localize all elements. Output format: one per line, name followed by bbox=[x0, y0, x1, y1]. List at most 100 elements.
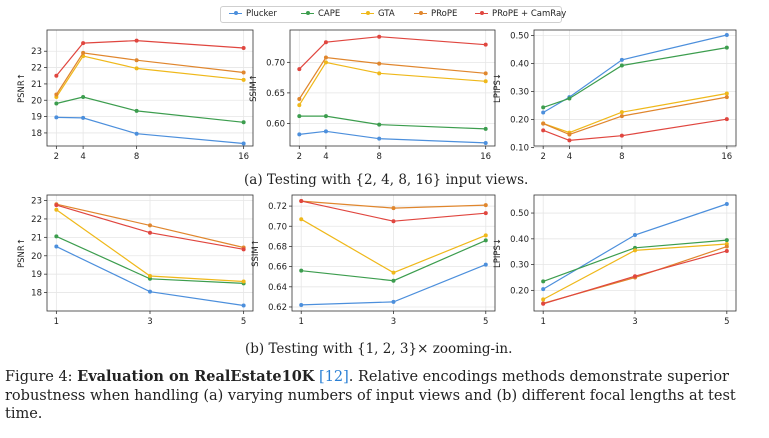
y-tick-label: 22 bbox=[31, 64, 42, 74]
series-line-gta bbox=[543, 92, 727, 134]
data-point bbox=[54, 244, 59, 249]
chart-views-lpips: 0.10 0.20 0.30 0.40 0.50 2 4 8 16 LPIPS↓ bbox=[493, 29, 737, 162]
caption-b: (b) Testing with {1, 2, 3}× zooming-in. bbox=[245, 341, 513, 357]
data-point bbox=[633, 274, 637, 279]
data-point bbox=[724, 117, 729, 122]
data-point bbox=[148, 230, 152, 235]
data-point bbox=[541, 121, 546, 126]
series-line-prope-camray bbox=[55, 39, 244, 77]
x-tick-label: 16 bbox=[721, 152, 732, 162]
y-axis-label: PSNR↑ bbox=[17, 238, 27, 268]
citation-link[interactable]: [12] bbox=[319, 369, 349, 385]
data-point bbox=[81, 41, 86, 46]
legend-label: GTA bbox=[378, 9, 395, 19]
x-tick-label: 4 bbox=[80, 152, 85, 162]
data-point bbox=[241, 279, 246, 284]
y-tick-label: 20 bbox=[31, 252, 42, 262]
data-point bbox=[377, 71, 382, 76]
data-point bbox=[724, 202, 729, 207]
data-point bbox=[724, 33, 729, 38]
data-point bbox=[541, 301, 546, 306]
data-point bbox=[377, 61, 382, 66]
data-point bbox=[323, 55, 328, 60]
x-tick-label: 5 bbox=[483, 317, 488, 327]
data-point bbox=[483, 211, 488, 216]
series-line-gta bbox=[298, 61, 486, 106]
y-tick-label: 0.40 bbox=[510, 235, 529, 245]
data-point bbox=[148, 274, 152, 279]
data-point bbox=[619, 63, 624, 68]
data-point bbox=[241, 70, 246, 75]
y-tick-label: 0.70 bbox=[268, 222, 287, 232]
series-line-prope bbox=[542, 96, 727, 136]
legend-item-prope-camray: PRoPE + CamRay bbox=[475, 9, 566, 19]
legend-label: Plucker bbox=[246, 9, 277, 19]
legend-swatch-icon bbox=[229, 11, 242, 15]
figure-caption-bold: Evaluation on RealEstate10K bbox=[77, 368, 315, 385]
data-point bbox=[483, 203, 488, 208]
y-tick-label: 0.70 bbox=[266, 58, 285, 68]
y-axis-label: PSNR↑ bbox=[17, 73, 27, 103]
data-point bbox=[724, 91, 729, 96]
data-point bbox=[724, 244, 729, 249]
data-point bbox=[483, 42, 488, 47]
data-point bbox=[541, 105, 546, 110]
data-point bbox=[483, 262, 488, 267]
data-point bbox=[241, 141, 246, 146]
series-line-plucker bbox=[56, 116, 244, 145]
data-point bbox=[483, 71, 488, 76]
y-tick-label: 19 bbox=[31, 113, 42, 123]
data-point bbox=[81, 94, 86, 99]
y-tick-label: 18 bbox=[31, 129, 42, 139]
figure-caption: Figure 4: Evaluation on RealEstate10K [1… bbox=[5, 368, 765, 424]
y-tick-label: 23 bbox=[31, 47, 42, 57]
y-tick-label: 0.60 bbox=[266, 119, 285, 129]
data-point bbox=[81, 115, 86, 120]
series-line-prope bbox=[55, 52, 244, 95]
data-point bbox=[724, 95, 729, 100]
x-tick-label: 8 bbox=[134, 152, 139, 162]
data-point bbox=[323, 60, 328, 65]
data-point bbox=[54, 92, 59, 97]
x-tick-label: 3 bbox=[391, 317, 396, 327]
data-point bbox=[377, 136, 382, 141]
y-tick-label: 0.65 bbox=[266, 89, 285, 99]
x-tick-label: 2 bbox=[540, 152, 545, 162]
plot-frame bbox=[533, 29, 737, 147]
data-point bbox=[541, 297, 546, 302]
chart-zoom-lpips: 0.20 0.30 0.40 0.50 1 3 5 LPIPS↓ bbox=[493, 194, 737, 327]
data-point bbox=[54, 73, 59, 78]
data-point bbox=[483, 233, 488, 238]
data-point bbox=[241, 77, 246, 82]
data-point bbox=[391, 299, 396, 304]
data-point bbox=[134, 108, 139, 113]
x-tick-label: 2 bbox=[54, 152, 59, 162]
chart-views-ssim: 0.60 0.65 0.70 2 4 8 16 SSIM↑ bbox=[249, 29, 496, 162]
legend-swatch-icon bbox=[361, 11, 374, 15]
x-tick-label: 2 bbox=[297, 152, 302, 162]
data-point bbox=[148, 276, 152, 281]
data-point bbox=[241, 45, 246, 50]
legend-label: PRoPE + CamRay bbox=[492, 9, 567, 19]
data-point bbox=[134, 66, 139, 71]
figure-label: Figure 4: bbox=[5, 369, 73, 385]
series-line-prope-camray bbox=[542, 118, 727, 142]
data-point bbox=[54, 207, 59, 212]
x-tick-label: 5 bbox=[724, 317, 729, 327]
y-tick-label: 0.50 bbox=[510, 32, 529, 42]
data-point bbox=[567, 132, 572, 137]
data-point bbox=[633, 232, 637, 237]
data-point bbox=[377, 122, 382, 127]
data-point bbox=[134, 38, 139, 43]
series-line-cape bbox=[543, 47, 727, 108]
data-point bbox=[241, 120, 246, 125]
legend-item-cape: CAPE bbox=[301, 9, 340, 19]
data-point bbox=[541, 110, 546, 115]
y-axis-label: LPIPS↓ bbox=[493, 238, 503, 268]
data-point bbox=[299, 302, 304, 307]
x-tick-label: 8 bbox=[619, 152, 624, 162]
plot-frame bbox=[46, 29, 254, 147]
x-tick-label: 5 bbox=[241, 317, 246, 327]
y-tick-label: 18 bbox=[31, 289, 42, 299]
chart-zoom-ssim: 0.62 0.64 0.66 0.68 0.70 0.72 1 3 5 SSIM↑ bbox=[251, 194, 496, 327]
